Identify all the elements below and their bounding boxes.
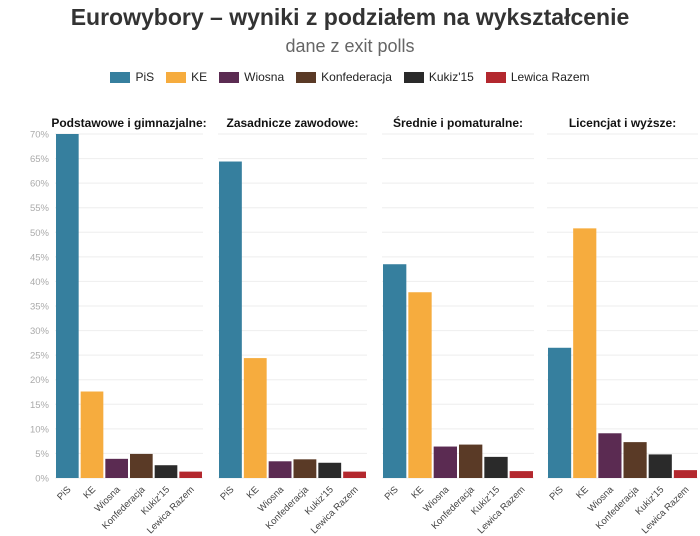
y-tick-label: 70%: [30, 130, 50, 141]
legend-label: Konfederacja: [321, 70, 392, 84]
legend-label: Kukiz'15: [428, 70, 474, 84]
y-tick-label: 35%: [30, 302, 50, 313]
bar-pis: [548, 347, 572, 478]
y-tick-label: 20%: [30, 375, 50, 386]
bar-ke: [243, 358, 267, 478]
x-tick-label: KE: [81, 484, 98, 501]
legend-label: Wiosna: [244, 70, 285, 84]
bar-kukiz-15: [648, 454, 672, 478]
bar-konfederacja: [130, 453, 153, 478]
legend: PiS KE Wiosna Konfederacja Kukiz'15 Lewi…: [0, 70, 700, 84]
chart-title: Eurowybory – wyniki z podziałem na wyksz…: [70, 4, 630, 30]
bar-wiosna: [268, 461, 292, 478]
legend-item[interactable]: Kukiz'15: [403, 70, 474, 84]
legend-label: PiS: [135, 70, 155, 84]
legend-item[interactable]: KE: [166, 70, 207, 84]
legend-item[interactable]: PiS: [110, 70, 154, 84]
bar-wiosna: [105, 458, 128, 478]
bar-kukiz-15: [154, 465, 178, 478]
y-tick-label: 15%: [30, 400, 50, 411]
legend-swatch: [166, 71, 187, 83]
y-tick-label: 45%: [30, 252, 50, 263]
panel-title: Zasadnicze zawodowe:: [226, 116, 358, 130]
y-tick-label: 5%: [35, 449, 49, 460]
y-tick-label: 0%: [35, 474, 49, 485]
bar-kukiz-15: [318, 462, 342, 478]
bar-wiosna: [598, 433, 622, 478]
legend-swatch: [403, 71, 424, 83]
chart-subtitle: dane z exit polls: [285, 36, 415, 56]
panel-title: Podstawowe i gimnazjalne:: [51, 116, 206, 130]
bar-ke: [80, 391, 104, 478]
panel-title: Licencjat i wyższe:: [569, 116, 676, 130]
legend-item[interactable]: Konfederacja: [296, 70, 392, 84]
bar-pis: [219, 161, 242, 478]
x-tick-label: PiS: [383, 484, 401, 502]
y-tick-label: 60%: [30, 179, 50, 190]
bar-konfederacja: [459, 444, 483, 478]
legend-item[interactable]: Wiosna: [219, 70, 284, 84]
legend-swatch: [219, 71, 240, 83]
bar-lewica-razem: [509, 471, 533, 478]
y-tick-label: 10%: [30, 424, 50, 435]
legend-label: KE: [191, 70, 208, 84]
x-tick-label: KE: [245, 484, 262, 501]
x-tick-label: PiS: [55, 484, 73, 502]
bar-lewica-razem: [343, 471, 366, 478]
legend-label: Lewica Razem: [510, 70, 590, 84]
bar-pis: [56, 134, 79, 478]
x-tick-label: KE: [574, 484, 591, 501]
y-tick-label: 40%: [30, 277, 50, 288]
legend-swatch: [485, 71, 506, 83]
legend-swatch: [296, 71, 317, 83]
y-tick-label: 65%: [30, 154, 50, 165]
x-tick-label: PiS: [547, 484, 565, 502]
bar-ke: [573, 228, 597, 478]
bar-pis: [383, 264, 407, 478]
y-tick-label: 55%: [30, 203, 50, 214]
bar-kukiz-15: [484, 456, 508, 478]
bar-lewica-razem: [179, 471, 202, 478]
bar-konfederacja: [293, 459, 317, 478]
x-tick-label: KE: [409, 484, 426, 501]
bar-ke: [408, 292, 432, 478]
legend-swatch: [110, 71, 131, 83]
bar-wiosna: [433, 446, 457, 478]
y-tick-label: 50%: [30, 228, 50, 239]
bar-konfederacja: [623, 442, 647, 478]
y-tick-label: 25%: [30, 351, 50, 362]
bar-lewica-razem: [673, 470, 697, 478]
panel-title: Średnie i pomaturalne:: [393, 115, 523, 130]
y-tick-label: 30%: [30, 326, 50, 337]
x-tick-label: PiS: [218, 484, 236, 502]
legend-item[interactable]: Lewica Razem: [485, 70, 590, 84]
